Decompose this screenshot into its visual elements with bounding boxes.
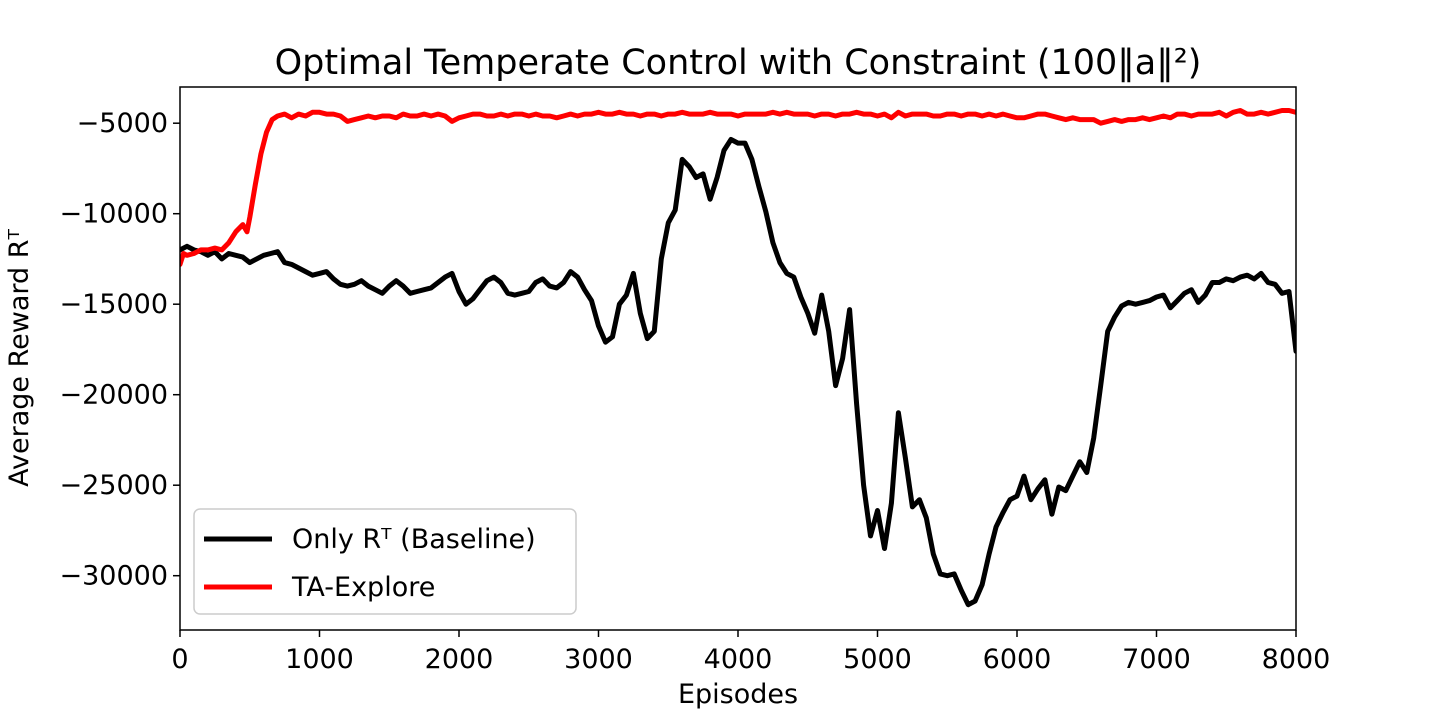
legend-label-ta-explore: TA-Explore [291,572,435,603]
x-tick-label: 5000 [843,644,912,675]
series-line-baseline [180,137,1296,608]
series-line-ta-explore [180,108,1296,267]
x-tick-label: 4000 [704,644,773,675]
x-tick-label: 7000 [1122,644,1191,675]
x-tick-label: 3000 [564,644,633,675]
y-tick-label: −20000 [59,380,168,411]
y-tick-label: −30000 [59,561,168,592]
x-axis-label: Episodes [678,679,798,710]
legend-frame [193,508,577,615]
legend-label-baseline: Only Rᵀ (Baseline) [292,524,536,555]
legend: Only Rᵀ (Baseline) TA-Explore [193,508,577,615]
y-tick-label: −5000 [77,108,168,139]
x-tick-label: 8000 [1262,644,1331,675]
chart-title: Optimal Temperate Control with Constrain… [275,43,1202,83]
x-tick-label: 2000 [425,644,494,675]
y-tick-label: −10000 [59,199,168,230]
y-axis-label: Average Reward Rᵀ [4,229,35,487]
y-tick-label: −25000 [59,470,168,501]
y-tick-label: −15000 [59,289,168,320]
series-layer [180,108,1296,608]
x-axis: 0 1000 2000 3000 4000 5000 6000 7000 8000 [171,630,1330,675]
x-tick-label: 1000 [285,644,354,675]
x-tick-label: 6000 [983,644,1052,675]
x-tick-label: 0 [171,644,188,675]
y-axis: −5000 −10000 −15000 −20000 −25000 −30000 [59,108,180,592]
